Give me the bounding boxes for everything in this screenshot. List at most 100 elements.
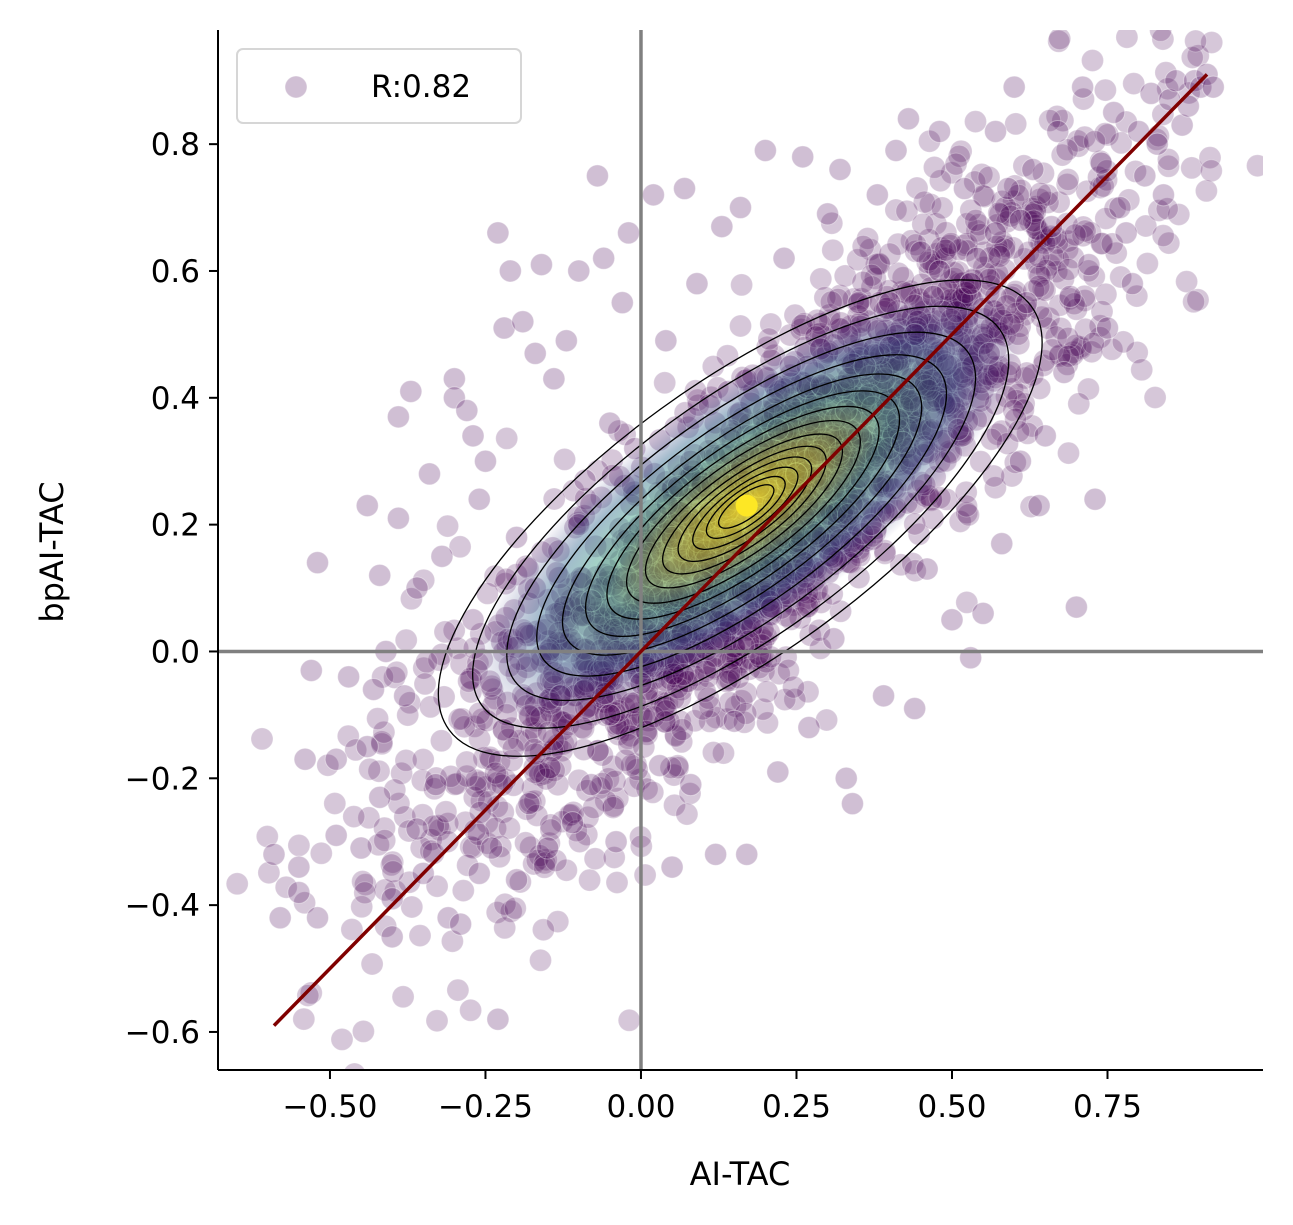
scatter-point (592, 246, 616, 270)
cloud-point (413, 672, 437, 696)
cloud-point (396, 703, 420, 727)
x-tick-label: 0.50 (917, 1089, 986, 1125)
cloud-point (1088, 176, 1112, 200)
y-tick-label: −0.6 (125, 1015, 200, 1051)
cloud-point (718, 669, 742, 692)
cloud-point (964, 110, 987, 134)
scatter-point (1089, 151, 1113, 175)
cloud-point (445, 772, 469, 796)
cloud-point (500, 749, 524, 773)
cloud-point (1199, 159, 1223, 183)
cloud-point (410, 768, 434, 792)
cloud-point (655, 690, 679, 714)
cloud-point (867, 252, 891, 275)
scatter-point (349, 836, 373, 860)
cloud-point (568, 830, 592, 854)
cloud-point (1125, 340, 1149, 364)
scatter-point (480, 836, 504, 860)
cloud-point (436, 514, 460, 538)
cloud-point (751, 697, 775, 721)
cloud-point (938, 233, 962, 257)
cloud-point (1167, 203, 1191, 226)
scatter-point (1102, 100, 1126, 124)
cloud-point (1083, 130, 1107, 153)
cloud-point (546, 910, 570, 934)
scatter-point (896, 107, 920, 131)
cloud-point (905, 176, 929, 200)
scatter-point (1183, 69, 1207, 93)
cloud-point (1003, 174, 1027, 198)
cloud-point (1046, 231, 1069, 255)
cloud-point (1151, 30, 1175, 51)
cloud-point (485, 901, 509, 924)
cloud-point (851, 270, 875, 294)
density-contour (644, 433, 844, 589)
scatter-point (561, 811, 585, 835)
legend: R:0.82 (236, 48, 522, 124)
cloud-point (663, 723, 687, 747)
density-contour (661, 445, 827, 575)
cloud-point (632, 735, 656, 759)
cloud-point (495, 426, 519, 450)
cloud-point (1088, 314, 1112, 338)
cloud-point (1082, 265, 1106, 288)
cloud-point (125, 941, 147, 963)
density-contour (584, 390, 901, 638)
cloud-point (323, 792, 347, 815)
cloud-point (470, 707, 494, 731)
cloud-point (1125, 284, 1149, 308)
scatter-point (455, 398, 479, 422)
scatter-point (1008, 208, 1032, 232)
cloud-point (715, 707, 739, 731)
cloud-point (1019, 495, 1043, 519)
cloud-point (755, 680, 779, 704)
cloud-point (519, 835, 543, 859)
density-contour (472, 305, 1010, 729)
cloud-point (1122, 72, 1146, 96)
cloud-point (964, 208, 988, 232)
cloud-point (851, 234, 875, 258)
cloud-point (1067, 392, 1091, 416)
cloud-point (1024, 195, 1048, 219)
cloud-point (1021, 202, 1045, 226)
cloud-point (1151, 224, 1175, 248)
scatter-point (1008, 449, 1032, 473)
cloud-point (558, 803, 581, 827)
cloud-point (539, 813, 563, 837)
scatter-point (984, 221, 1008, 245)
cloud-point (1117, 188, 1141, 212)
cloud-point (601, 754, 625, 778)
scatter-point (505, 525, 529, 549)
scatter-point (1071, 75, 1095, 99)
cloud-point (636, 704, 660, 728)
scatter-point (1108, 196, 1132, 220)
cloud-point (959, 198, 983, 222)
cloud-point (858, 238, 882, 262)
cloud-point (986, 422, 1010, 446)
cloud-point (296, 984, 320, 1007)
cloud-point (1029, 181, 1052, 205)
scatter-point (449, 912, 473, 936)
cloud-point (1186, 44, 1210, 68)
cloud-point (1044, 325, 1068, 349)
cloud-point (1035, 228, 1059, 252)
cloud-point (502, 773, 525, 797)
cloud-point (1184, 30, 1208, 53)
scatter-point (834, 766, 858, 790)
scatter-point (492, 316, 516, 340)
cloud-point (455, 750, 479, 774)
cloud-point (940, 161, 964, 185)
cloud-point (1180, 46, 1204, 69)
cloud-point (993, 234, 1017, 258)
scatter-point (722, 709, 746, 733)
cloud-point (889, 553, 913, 577)
cloud-point (461, 836, 485, 860)
cloud-point (1027, 274, 1051, 298)
cloud-point (1062, 292, 1086, 316)
cloud-point (1028, 187, 1052, 211)
cloud-point (641, 780, 665, 804)
cloud-point (911, 212, 935, 236)
cloud-point (576, 805, 600, 829)
cloud-point (1033, 232, 1057, 256)
cloud-point (809, 267, 833, 291)
